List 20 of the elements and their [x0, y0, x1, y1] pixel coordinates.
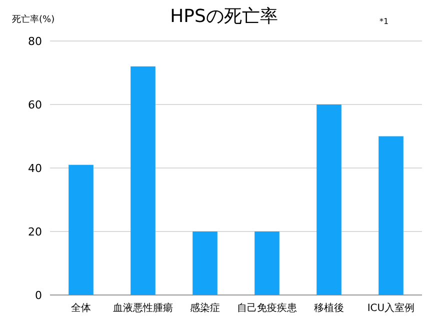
y-tick-label: 20 [28, 226, 42, 238]
y-axis-title: 死亡率(%) [12, 14, 55, 25]
y-tick-label: 60 [28, 98, 42, 112]
x-tick-label: 移植後 [314, 302, 344, 314]
bar [192, 232, 218, 295]
x-tick-label: 自己免疫疾患 [237, 302, 297, 314]
x-tick-label: ICU入室例 [367, 302, 415, 314]
bar [68, 164, 94, 295]
y-tick-label: 80 [28, 35, 42, 48]
bar [316, 104, 342, 295]
x-tick-label: 血液悪性腫瘍 [113, 302, 173, 314]
chart-title: HPSの死亡率 [170, 6, 278, 27]
bar [378, 136, 404, 295]
x-tick-label: 感染症 [190, 302, 220, 314]
y-tick-label: 40 [28, 162, 42, 175]
x-tick-label: 全体 [71, 302, 91, 314]
bar [130, 66, 156, 295]
bar [254, 232, 280, 295]
y-tick-label: 0 [35, 289, 42, 302]
text: *1 [379, 17, 389, 26]
